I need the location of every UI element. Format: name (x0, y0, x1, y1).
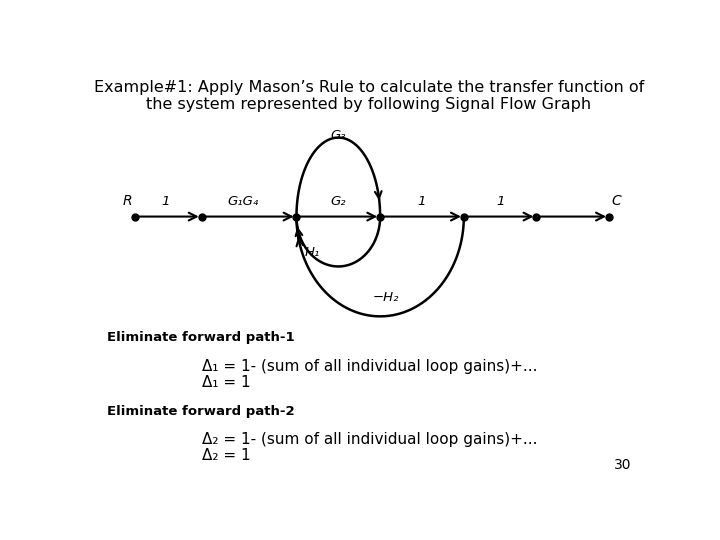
Text: the system represented by following Signal Flow Graph: the system represented by following Sign… (146, 97, 592, 112)
Text: 30: 30 (613, 458, 631, 472)
Text: 1: 1 (161, 195, 169, 208)
Text: −H₂: −H₂ (372, 292, 399, 305)
Text: Δ₁ = 1: Δ₁ = 1 (202, 375, 251, 390)
Text: C: C (612, 194, 621, 208)
Text: Δ₂ = 1- (sum of all individual loop gains)+...: Δ₂ = 1- (sum of all individual loop gain… (202, 431, 537, 447)
Text: Δ₁ = 1- (sum of all individual loop gains)+...: Δ₁ = 1- (sum of all individual loop gain… (202, 359, 537, 374)
Text: G₁G₄: G₁G₄ (228, 195, 259, 208)
Text: 1: 1 (418, 195, 426, 208)
Text: Δ₂ = 1: Δ₂ = 1 (202, 448, 251, 463)
Text: Eliminate forward path-1: Eliminate forward path-1 (107, 330, 294, 343)
Text: H₁: H₁ (305, 246, 320, 259)
Text: G₃: G₃ (330, 129, 346, 141)
Text: 1: 1 (496, 195, 504, 208)
Text: G₂: G₂ (330, 195, 346, 208)
Text: Example#1: Apply Mason’s Rule to calculate the transfer function of: Example#1: Apply Mason’s Rule to calcula… (94, 80, 644, 95)
Text: Eliminate forward path-2: Eliminate forward path-2 (107, 406, 294, 419)
Text: R: R (122, 194, 132, 208)
